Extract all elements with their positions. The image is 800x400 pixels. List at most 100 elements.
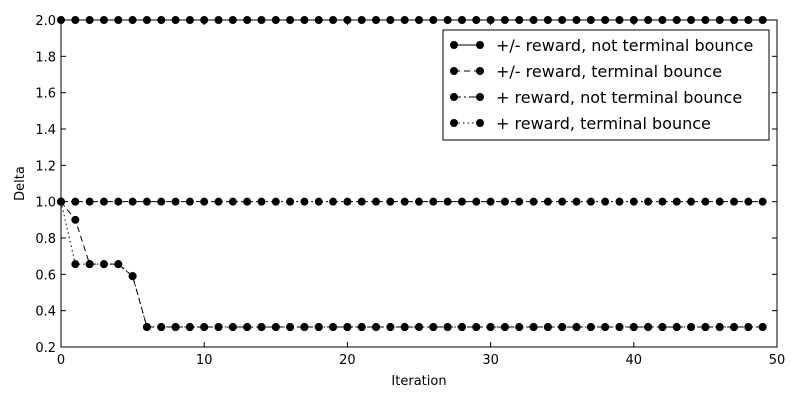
data-point [71,197,80,206]
data-point [443,197,452,206]
data-point [185,323,194,332]
data-point [300,197,309,206]
x-tick-label: 50 [769,353,786,368]
data-point [586,323,595,332]
data-point [486,197,495,206]
data-point [300,323,309,332]
y-tick-label: 0.2 [35,341,56,356]
data-point [644,323,653,332]
data-point [615,323,624,332]
legend-label: + reward, terminal bounce [496,114,711,133]
data-point [171,323,180,332]
data-point [314,323,323,332]
data-point [443,323,452,332]
data-point [744,323,753,332]
data-point [472,323,481,332]
data-point [214,197,223,206]
data-point [529,323,538,332]
data-point [257,197,266,206]
data-point [142,197,151,206]
data-point [243,197,252,206]
data-point [529,197,538,206]
data-point [558,323,567,332]
data-point [185,197,194,206]
data-point [415,197,423,206]
data-point [85,260,94,269]
legend-item: +/- reward, terminal bounce [450,62,722,81]
data-point [629,323,638,332]
data-point [486,323,495,332]
legend-marker [476,41,484,49]
legend-item: + reward, not terminal bounce [450,88,742,107]
data-point [114,260,123,269]
data-point [687,323,696,332]
series-line [60,201,763,328]
x-tick-label: 20 [339,353,356,368]
data-point [500,197,509,206]
data-point [386,323,395,332]
data-point [515,197,524,206]
data-point [99,260,108,269]
data-point [329,323,338,332]
data-point [372,197,381,206]
data-point [543,197,552,206]
series-4 [57,197,767,332]
data-point [457,323,466,332]
data-point [701,197,710,206]
legend-marker [476,93,484,101]
data-point [271,323,280,332]
data-point [400,323,409,332]
y-axis-label: Delta [13,166,28,201]
data-point [572,197,581,206]
data-point [730,323,739,332]
data-point [500,323,509,332]
data-point [730,197,739,206]
data-point [386,197,395,206]
y-tick-label: 0.8 [35,232,56,247]
data-point [629,197,638,206]
y-tick-label: 1.4 [35,123,56,138]
data-point [687,197,696,206]
data-point [157,197,166,206]
legend-marker [450,41,458,49]
x-tick-label: 0 [57,353,65,368]
data-point [744,197,753,206]
data-point [715,323,724,332]
data-point [601,197,610,206]
data-point [658,323,667,332]
data-point [429,197,438,206]
data-point [157,323,166,332]
data-point [71,260,80,269]
data-point [457,197,466,206]
data-point [601,323,610,332]
data-point [85,197,94,206]
plot-frame [60,19,778,348]
data-point [472,197,481,206]
y-tick-label: 1.6 [35,87,56,102]
data-point [71,215,80,224]
data-point [586,197,595,206]
data-point [343,323,352,332]
series-layer [57,16,767,332]
data-point [400,197,409,206]
data-point [200,197,209,206]
data-point [429,323,438,332]
data-point [615,197,624,206]
x-tick-label: 30 [482,353,499,368]
data-point [658,197,667,206]
data-point [415,323,423,332]
series-3 [57,197,767,206]
legend-marker [450,93,458,101]
data-point [701,323,710,332]
y-tick-label: 1.0 [35,196,56,211]
y-tick-label: 1.2 [35,159,56,174]
data-point [200,323,209,332]
data-point [228,197,237,206]
x-tick-label: 40 [626,353,643,368]
data-point [171,197,180,206]
data-point [515,323,524,332]
legend: +/- reward, not terminal bounce +/- rewar… [442,29,770,141]
data-point [758,197,767,206]
y-tick-label: 1.8 [35,50,56,65]
